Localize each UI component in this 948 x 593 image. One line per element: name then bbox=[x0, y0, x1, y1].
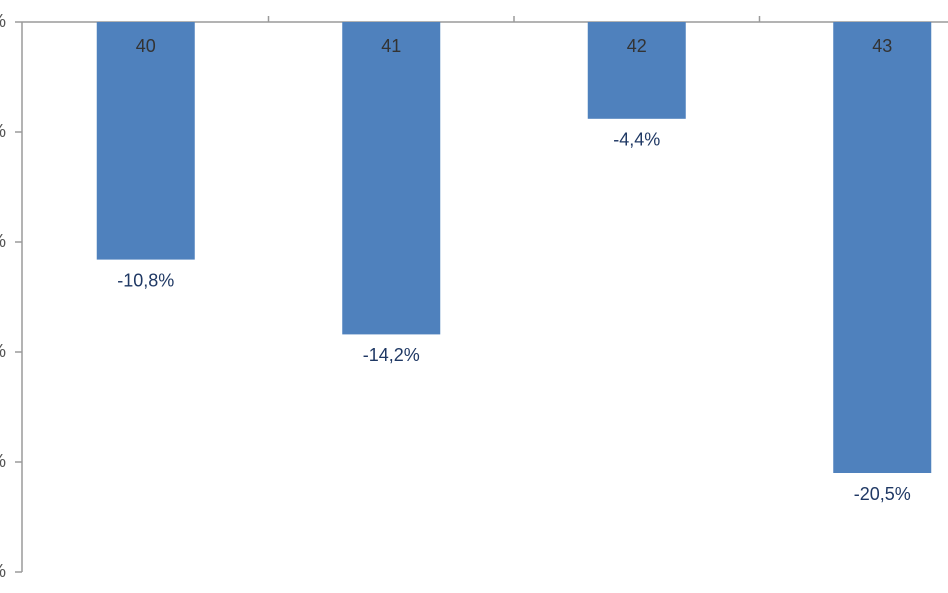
bar bbox=[833, 22, 932, 473]
value-label: -4,4% bbox=[613, 130, 660, 150]
bar bbox=[342, 22, 441, 335]
y-tick-label: -10% bbox=[0, 231, 6, 251]
y-tick-label: 0% bbox=[0, 11, 6, 31]
category-label: 40 bbox=[136, 36, 156, 56]
value-label: -20,5% bbox=[854, 484, 911, 504]
category-label: 41 bbox=[381, 36, 401, 56]
y-tick-label: -20% bbox=[0, 451, 6, 471]
y-tick-label: -5% bbox=[0, 121, 6, 141]
category-label: 42 bbox=[627, 36, 647, 56]
value-label: -10,8% bbox=[117, 270, 174, 290]
category-label: 43 bbox=[872, 36, 892, 56]
bar bbox=[587, 22, 686, 119]
y-tick-label: -25% bbox=[0, 561, 6, 581]
y-tick-label: -15% bbox=[0, 341, 6, 361]
bar bbox=[96, 22, 195, 260]
value-label: -14,2% bbox=[363, 345, 420, 365]
